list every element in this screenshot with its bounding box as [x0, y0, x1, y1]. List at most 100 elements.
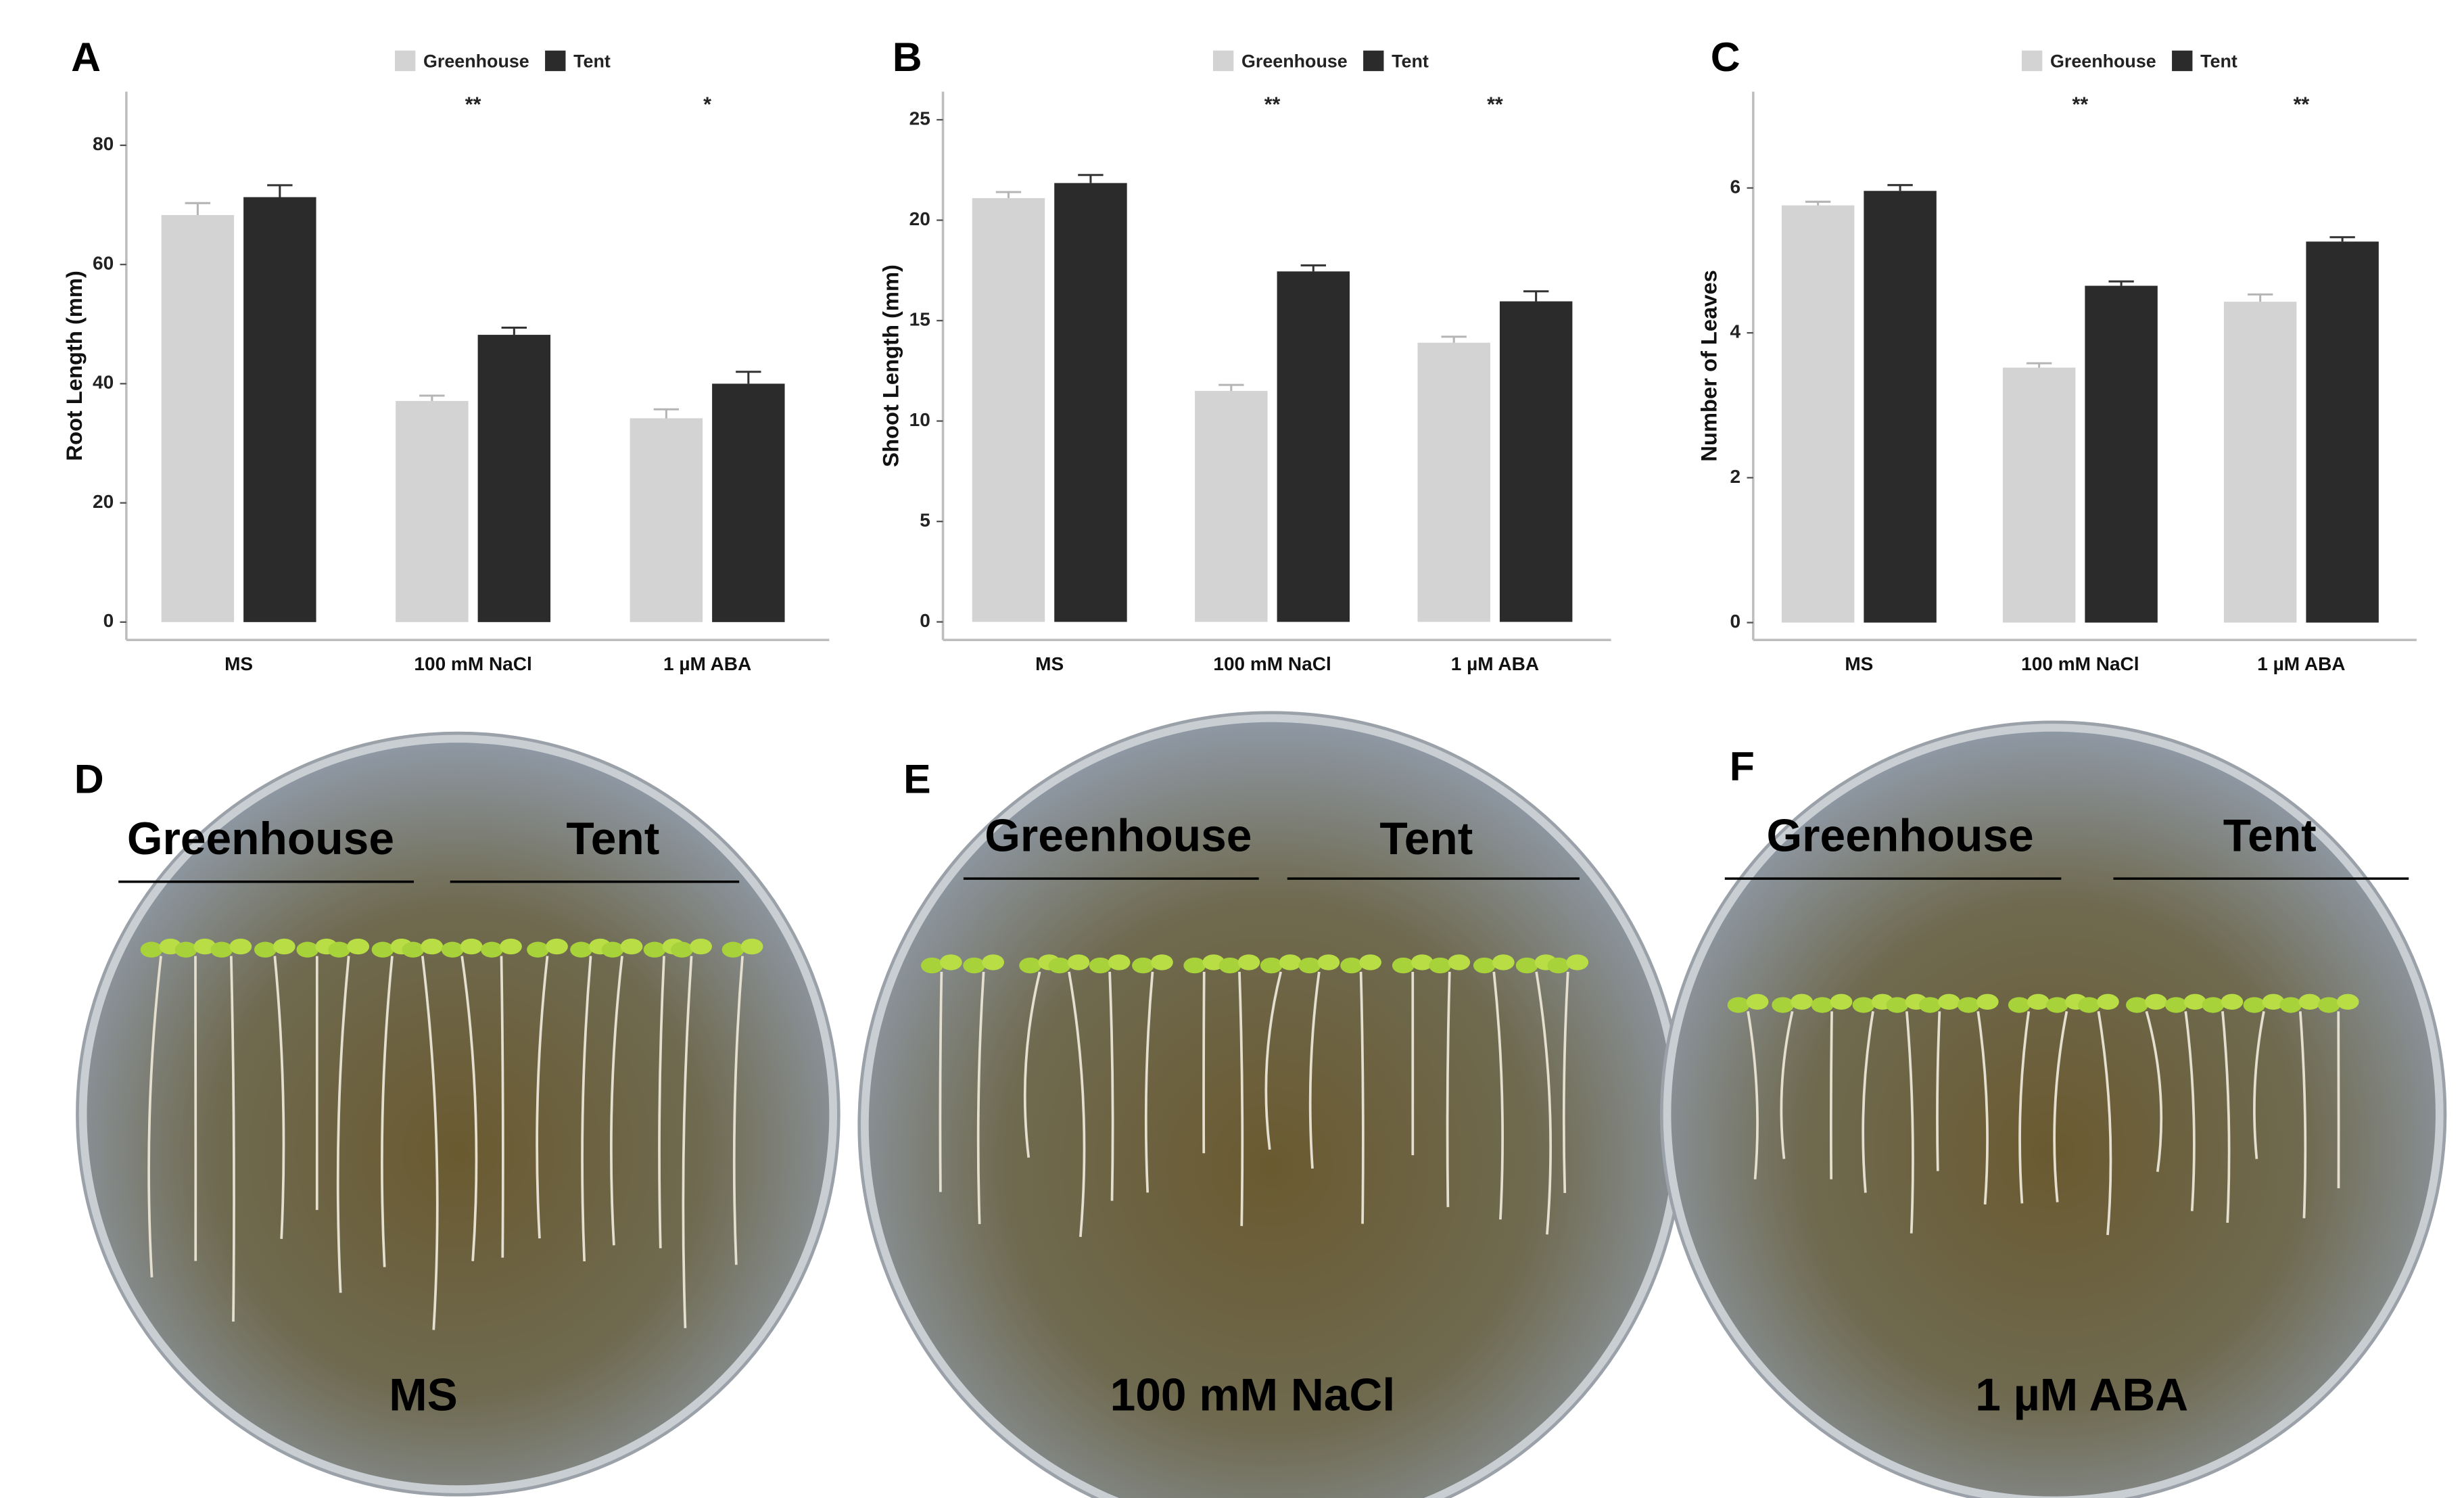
treatment-label: MS: [389, 1370, 458, 1421]
bar: [2085, 285, 2158, 623]
root: [1535, 971, 1553, 1235]
legend-swatch: [394, 50, 416, 72]
cotyledon: [2221, 993, 2244, 1010]
treatment-label: 100 mM NaCl: [1110, 1370, 1396, 1421]
legend-label: Greenhouse: [1241, 51, 1348, 71]
cotyledon: [527, 941, 549, 958]
cotyledon: [1089, 957, 1112, 974]
root: [1264, 971, 1283, 1150]
error-bar: [501, 326, 527, 335]
cotyledon: [2336, 993, 2359, 1010]
cotyledon: [1218, 957, 1241, 974]
error-bar: [2026, 362, 2052, 368]
cotyledon: [210, 941, 233, 958]
cotyledon: [963, 957, 985, 974]
error-bar: [653, 408, 680, 419]
cotyledon: [140, 941, 163, 958]
cotyledon: [1411, 954, 1434, 970]
group-label: Tent: [1379, 814, 1473, 864]
cotyledon: [546, 938, 568, 955]
error-bar: [1523, 290, 1549, 302]
x-tick-label: 1 µM ABA: [1451, 653, 1539, 674]
cotyledon: [1811, 997, 1834, 1013]
significance: *: [703, 94, 711, 116]
root: [682, 956, 693, 1328]
legend-label: Tent: [573, 51, 611, 71]
legend-label: Tent: [2200, 51, 2237, 71]
root: [229, 956, 235, 1322]
cotyledon: [1298, 957, 1321, 974]
panel-letter: E: [903, 756, 931, 802]
cotyledon: [1976, 993, 1999, 1010]
x-tick-label: 100 mM NaCl: [1213, 653, 1331, 674]
significance: **: [1264, 94, 1281, 116]
legend-swatch: [1212, 50, 1234, 72]
panel-letter: B: [893, 34, 922, 80]
root: [1562, 971, 1569, 1194]
root: [1492, 971, 1504, 1220]
cotyledon: [1886, 997, 1909, 1013]
y-tick-label: 60: [93, 252, 114, 273]
cotyledon: [1492, 954, 1515, 970]
group-label: Tent: [566, 814, 659, 864]
root: [147, 956, 162, 1278]
cotyledon: [2008, 997, 2031, 1013]
cotyledon: [1547, 957, 1570, 974]
cotyledon: [671, 941, 693, 958]
y-tick-label: 25: [909, 108, 930, 128]
bar: [972, 197, 1045, 622]
cotyledon: [328, 941, 351, 958]
cotyledon: [1183, 957, 1206, 974]
bar: [1499, 301, 1573, 622]
cotyledon: [1019, 957, 1041, 974]
cotyledon: [2126, 997, 2148, 1013]
root: [536, 956, 549, 1239]
root: [1308, 971, 1321, 1169]
x-tick-label: 1 µM ABA: [663, 653, 751, 674]
y-tick-label: 20: [909, 208, 930, 229]
root: [1905, 1011, 1914, 1234]
group-label: Tent: [2223, 811, 2317, 862]
x-tick-label: MS: [1845, 653, 1873, 674]
cotyledon: [1957, 997, 1980, 1013]
error-bar: [1805, 200, 1831, 206]
cotyledon: [1359, 954, 1381, 970]
error-bar: [267, 184, 293, 197]
y-tick-label: 0: [1730, 611, 1741, 632]
cotyledon: [690, 938, 712, 955]
cotyledon: [1772, 997, 1795, 1013]
root: [1144, 971, 1154, 1193]
root: [2018, 1011, 2031, 1204]
cotyledon: [229, 938, 252, 955]
cotyledon: [296, 941, 319, 958]
cotyledon: [193, 938, 216, 955]
cotyledon: [1473, 957, 1496, 974]
root: [732, 956, 744, 1265]
bar: [1054, 183, 1127, 622]
x-tick-label: MS: [1035, 653, 1064, 674]
cotyledon: [273, 938, 295, 955]
error-bar: [736, 371, 761, 384]
bar: [1277, 271, 1350, 622]
cotyledon: [1260, 957, 1283, 974]
y-tick-label: 4: [1730, 321, 1741, 342]
legend-swatch: [1363, 50, 1384, 72]
root: [939, 971, 943, 1192]
legend-swatch: [545, 50, 566, 72]
root: [1976, 1011, 1989, 1205]
root: [2053, 1011, 2068, 1202]
cotyledon: [254, 941, 277, 958]
cotyledon: [1938, 993, 1960, 1010]
root: [1780, 1010, 1794, 1159]
cotyledon: [601, 941, 624, 958]
error-bar: [2329, 236, 2355, 242]
root: [336, 956, 350, 1293]
bar: [2223, 302, 2297, 623]
panel-letter: A: [71, 34, 101, 80]
cotyledon: [1919, 997, 1941, 1013]
y-tick-label: 20: [93, 491, 114, 512]
error-bar: [185, 202, 211, 215]
legend-label: Greenhouse: [423, 51, 529, 71]
cotyledon: [921, 957, 943, 974]
